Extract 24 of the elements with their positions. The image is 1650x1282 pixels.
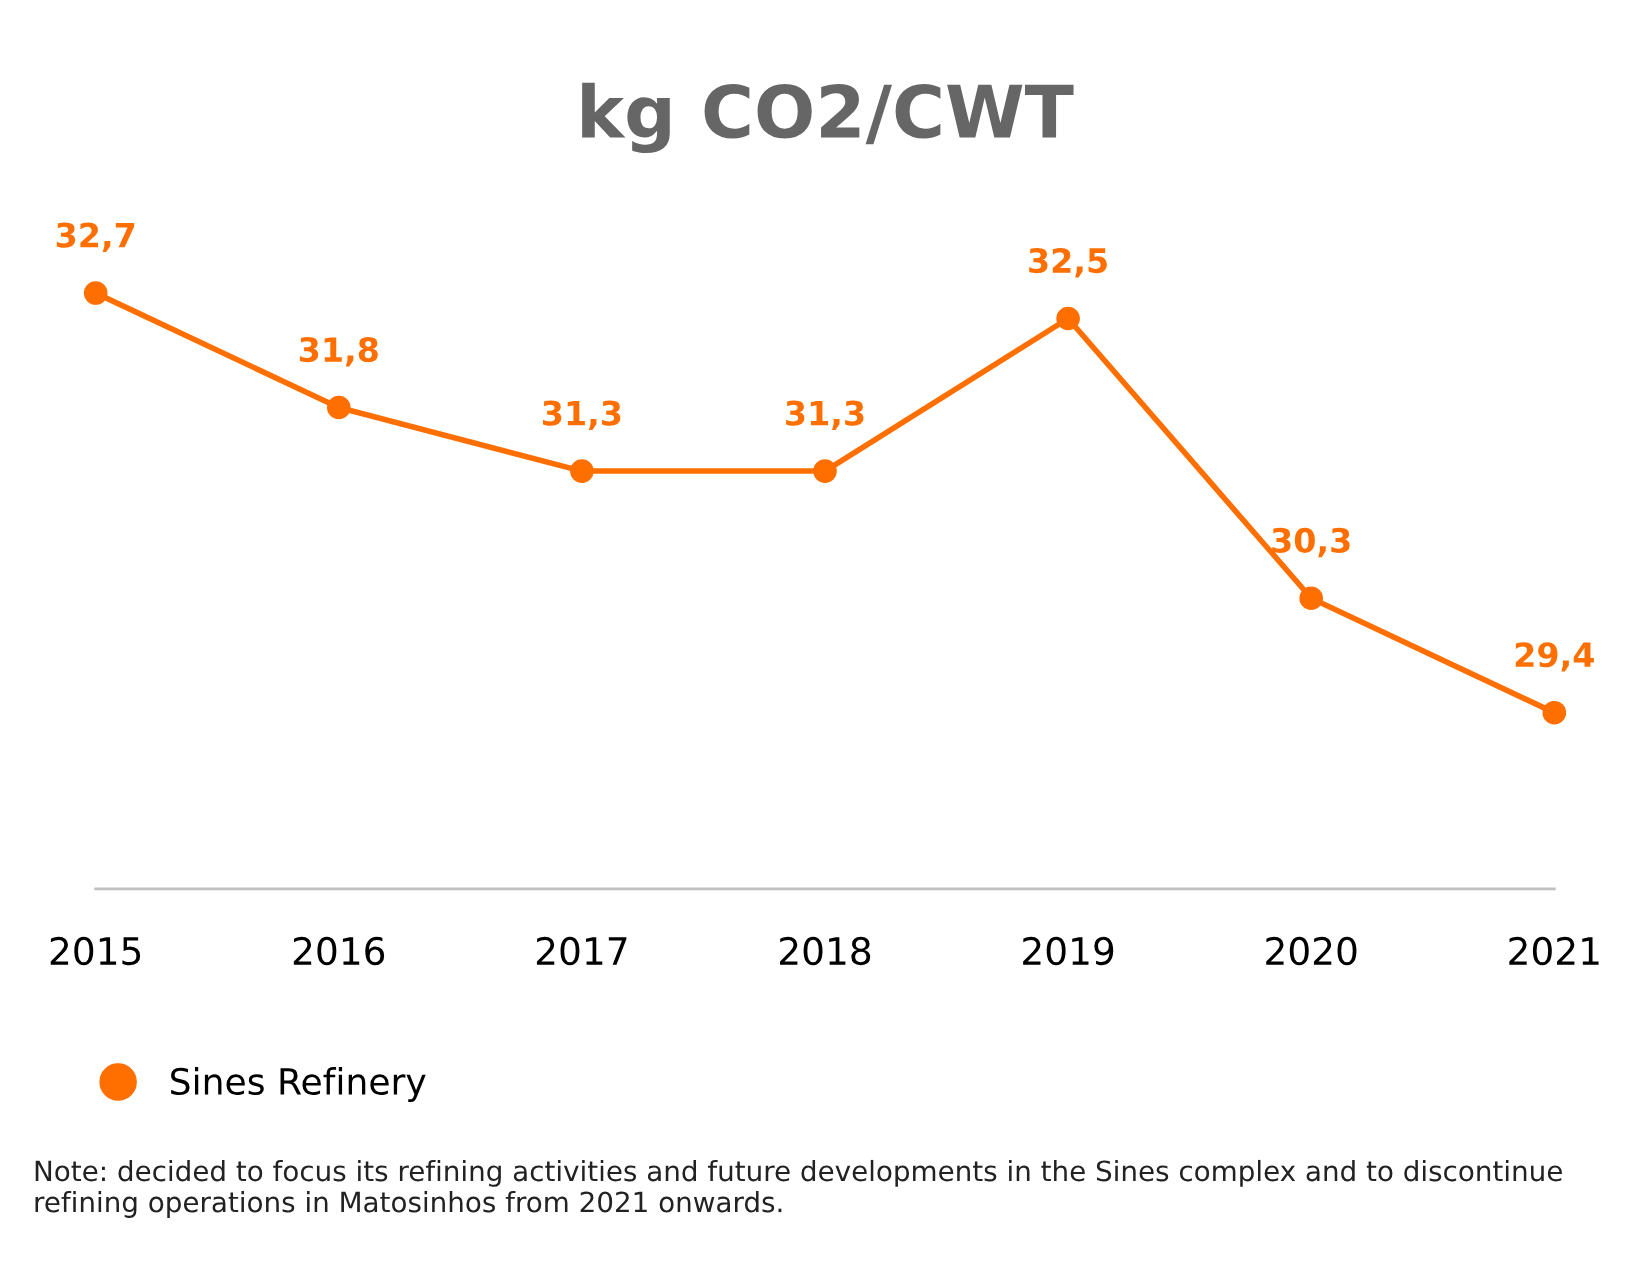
point — [570, 459, 594, 483]
legend-label: Sines Refinery — [171, 1067, 426, 1103]
x-tick-label: 2016 — [293, 936, 385, 966]
x-tick-label: 2020 — [1266, 936, 1357, 966]
text: Note: decided to focus its refining activities and future developments in the Sines complex and to discontinue refining operations in Matosinhos from 2021 onwards. — [35, 1159, 1562, 1218]
chart-title: kg CO2/CWT — [582, 82, 1074, 154]
x-tick-label: 2021 — [1509, 936, 1599, 966]
data-label: 31,3 — [543, 400, 621, 430]
x-tick-label: 2019 — [1023, 936, 1114, 966]
data-label: 31,8 — [299, 336, 378, 367]
data-label: 30,3 — [1272, 527, 1350, 558]
x-tick-label: 2017 — [536, 936, 627, 966]
point — [1056, 306, 1080, 331]
point — [1299, 586, 1324, 611]
data-label: 29,4 — [1515, 642, 1594, 672]
x-tick-label: 2018 — [780, 936, 871, 966]
data-label: 31,3 — [786, 400, 864, 430]
point — [326, 395, 351, 420]
data-label: 32,5 — [1029, 247, 1107, 278]
point — [813, 459, 837, 483]
point — [83, 281, 108, 305]
point — [1542, 700, 1567, 725]
x-tick-label: 2015 — [50, 936, 141, 966]
data-label: 32,7 — [56, 222, 135, 252]
